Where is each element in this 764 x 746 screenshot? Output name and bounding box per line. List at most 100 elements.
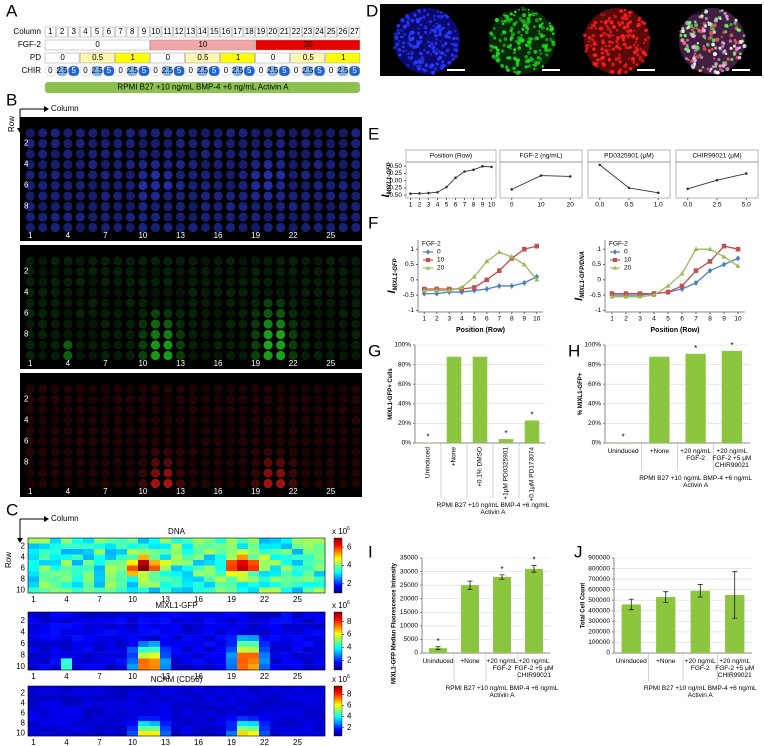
heatmap-cell: [94, 711, 106, 717]
series-line: [612, 245, 739, 295]
heatmap-cell: [314, 658, 326, 665]
well: [338, 468, 348, 478]
well: [276, 415, 286, 426]
error-bar: [499, 574, 505, 580]
row-label: PD: [30, 53, 41, 62]
heatmap-cell: [237, 721, 249, 727]
well: [138, 201, 148, 212]
cell: [724, 23, 729, 28]
data-point: [484, 286, 490, 293]
cell: [729, 46, 733, 50]
cell: [623, 8, 627, 12]
well: [75, 149, 85, 159]
cell: [617, 46, 622, 51]
y-axis-label: IMIXL1-GFP/DNA: [573, 251, 586, 301]
heatmap-cell: [248, 612, 260, 618]
cell: [609, 30, 613, 34]
cell: [636, 44, 640, 48]
well: [313, 170, 323, 180]
cell: [699, 55, 704, 59]
data-point: [496, 268, 502, 273]
well: [63, 415, 73, 426]
heatmap-cell: [28, 554, 40, 561]
heatmap-cell: [83, 587, 95, 594]
cell: [429, 64, 434, 68]
heatmap-cell: [226, 686, 238, 692]
well: [326, 201, 336, 212]
heatmap-cell: [61, 646, 73, 653]
heatmap-cell: [314, 565, 326, 572]
heatmap-cell: [193, 686, 205, 692]
heatmap-cell: [39, 576, 51, 583]
well: [38, 277, 48, 287]
cell: [586, 43, 590, 47]
heatmap-cell: [292, 731, 304, 737]
well: [250, 201, 261, 212]
row-tick-label: 8: [21, 651, 26, 660]
heatmap-cell: [248, 711, 260, 717]
cell: [739, 41, 743, 44]
heatmap-cell: [94, 641, 106, 647]
heatmap-cell: [50, 582, 62, 588]
well: [38, 191, 48, 201]
well: [75, 212, 85, 222]
well: [88, 384, 98, 394]
heatmap-cell: [171, 587, 183, 594]
pd-label: 0: [166, 53, 171, 62]
heatmap-cell: [193, 560, 205, 566]
well: [351, 415, 361, 426]
chir-cell: [56, 65, 68, 77]
well: [100, 478, 110, 489]
row-label: Column: [13, 27, 41, 36]
data-point: [434, 287, 440, 293]
heatmap-cell: [61, 652, 73, 659]
pd-label: 0.5: [92, 53, 104, 62]
legend-marker: [612, 257, 618, 263]
pd-cell: [255, 52, 290, 64]
heatmap-cell: [204, 629, 216, 636]
well: [88, 277, 98, 287]
heatmap-cell: [281, 635, 293, 642]
cell: [583, 33, 587, 37]
cell: [441, 14, 445, 18]
heatmap-cell: [28, 571, 40, 577]
well: [188, 329, 198, 340]
heatmap-cell: [237, 664, 249, 671]
cell: [497, 56, 500, 60]
heatmap-cell: [281, 658, 293, 665]
well: [75, 277, 85, 287]
axis-label: Column: [51, 514, 79, 523]
well: [313, 447, 323, 457]
heatmap-cell: [138, 641, 150, 647]
heatmap-cell: [215, 549, 227, 555]
cell: [590, 26, 593, 30]
heatmap-cell: [83, 721, 95, 727]
row-tick-label: 4: [21, 552, 26, 561]
well: [225, 266, 236, 277]
heatmap-cell: [105, 612, 117, 618]
well: [88, 180, 98, 191]
well: [200, 329, 211, 340]
well: [213, 394, 223, 405]
heatmap-cell: [72, 701, 84, 707]
chir-label: 0: [224, 66, 229, 75]
column-cell: [231, 26, 244, 38]
heatmap-cell: [149, 543, 161, 550]
cell: [399, 35, 403, 39]
heatmap-cell: [160, 635, 172, 642]
cell: [632, 60, 636, 64]
cell: [626, 24, 630, 28]
heatmap-cell: [182, 549, 194, 555]
heatmap-cell: [292, 612, 304, 618]
well: [50, 478, 60, 489]
cell: [623, 12, 628, 18]
well: [338, 266, 348, 277]
well: [188, 447, 198, 457]
well: [200, 149, 211, 159]
heatmap-cell: [61, 706, 73, 712]
heatmap-cell: [204, 664, 216, 671]
heatmap-cell: [248, 658, 260, 665]
heatmap-cell: [83, 565, 95, 572]
well: [88, 159, 98, 170]
heatmap-cell: [193, 691, 205, 697]
